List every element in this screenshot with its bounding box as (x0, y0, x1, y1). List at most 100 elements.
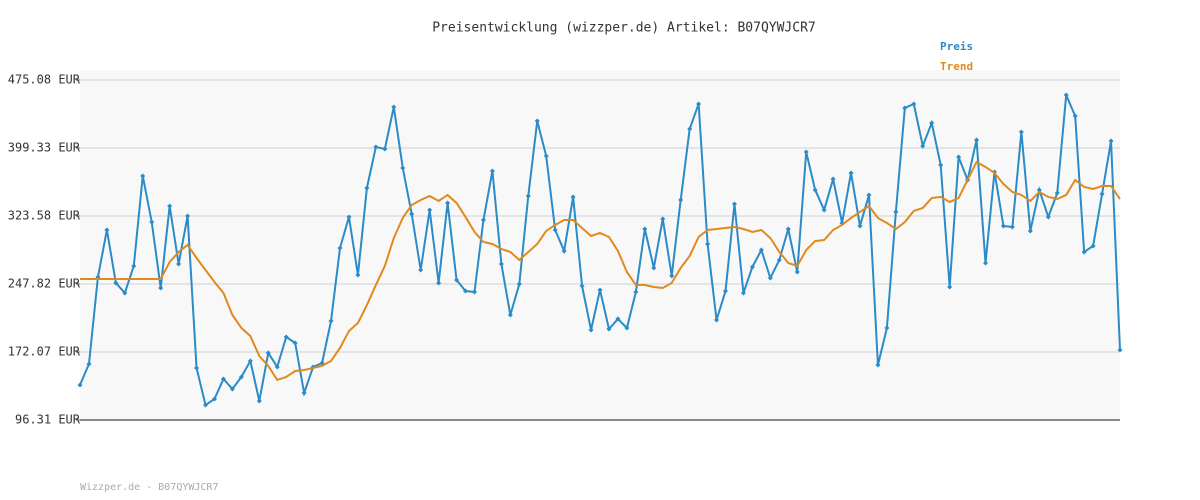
lines (77, 92, 1123, 408)
data-point (642, 226, 648, 232)
data-point (803, 149, 809, 155)
data-point (830, 176, 836, 182)
data-point (194, 365, 200, 371)
data-point (525, 193, 531, 199)
data-point (1027, 228, 1033, 234)
data-point (1090, 243, 1096, 249)
data-point (373, 144, 379, 150)
data-point (534, 118, 540, 124)
data-point (489, 168, 495, 174)
y-tick-label: 399.33 EUR (8, 140, 81, 154)
data-point (740, 290, 746, 296)
y-tick-label: 475.08 EUR (8, 73, 81, 87)
data-point (203, 402, 209, 408)
data-point (1099, 191, 1105, 197)
data-point (418, 267, 424, 273)
data-point (355, 272, 361, 278)
data-point (247, 358, 253, 364)
data-point (391, 104, 397, 110)
data-point (409, 211, 415, 217)
data-point (301, 390, 307, 396)
data-point (669, 273, 675, 279)
data-point (938, 162, 944, 168)
data-point (131, 263, 137, 269)
y-tick-label: 96.31 EUR (15, 413, 81, 427)
data-point (86, 361, 92, 367)
data-point (633, 289, 639, 295)
data-point (364, 185, 370, 191)
data-point (920, 143, 926, 149)
data-point (821, 207, 827, 213)
plot-area (80, 70, 1120, 420)
data-point (884, 325, 890, 331)
data-point (597, 287, 603, 293)
series-line (80, 160, 1121, 382)
data-point (211, 396, 217, 402)
data-point (866, 192, 872, 198)
data-point (561, 248, 567, 254)
data-point (767, 275, 773, 281)
data-point (902, 105, 908, 111)
data-point (911, 101, 917, 107)
data-point (678, 197, 684, 203)
data-point (516, 281, 522, 287)
data-point (113, 280, 119, 286)
data-point (1000, 223, 1006, 229)
data-point (947, 284, 953, 290)
data-point (104, 227, 110, 233)
data-point (929, 120, 935, 126)
data-point (480, 217, 486, 223)
data-point (265, 350, 271, 356)
footer: Wizzper.de - B07QYWJCR7 (80, 482, 218, 493)
data-point (292, 340, 298, 346)
data-point (1081, 249, 1087, 255)
data-point (723, 288, 729, 294)
data-point (543, 153, 549, 159)
data-point (687, 126, 693, 132)
data-point (256, 398, 262, 404)
data-point (1045, 214, 1051, 220)
data-point (346, 214, 352, 220)
data-point (848, 170, 854, 176)
data-point (77, 382, 83, 388)
data-point (1108, 138, 1114, 144)
data-point (758, 247, 764, 253)
data-point (1117, 347, 1123, 353)
data-point (185, 213, 191, 219)
data-point (974, 137, 980, 143)
data-point (1009, 224, 1015, 230)
data-point (176, 261, 182, 267)
data-point (785, 226, 791, 232)
y-tick-label: 247.82 EUR (8, 276, 81, 290)
data-point (1072, 113, 1078, 119)
data-point (1018, 129, 1024, 135)
data-point (714, 317, 720, 323)
data-point (328, 318, 334, 324)
data-point (220, 376, 226, 382)
data-point (454, 277, 460, 283)
data-point (660, 216, 666, 222)
data-point (274, 364, 280, 370)
data-point (812, 187, 818, 193)
data-point (857, 223, 863, 229)
data-point (427, 207, 433, 213)
data-point (1036, 187, 1042, 193)
y-tick-label: 323.58 EUR (8, 208, 81, 222)
data-point (436, 280, 442, 286)
data-point (1054, 190, 1060, 196)
data-point (463, 288, 469, 294)
data-point (615, 316, 621, 322)
data-point (158, 285, 164, 291)
data-point (283, 334, 289, 340)
data-point (893, 209, 899, 215)
data-point (749, 264, 755, 270)
data-point (382, 146, 388, 152)
data-point (624, 325, 630, 331)
y-tick-label: 172.07 EUR (8, 344, 81, 358)
data-point (794, 269, 800, 275)
data-point (696, 101, 702, 107)
data-point (570, 194, 576, 200)
legend-label: Trend (940, 60, 973, 73)
data-point (651, 265, 657, 271)
